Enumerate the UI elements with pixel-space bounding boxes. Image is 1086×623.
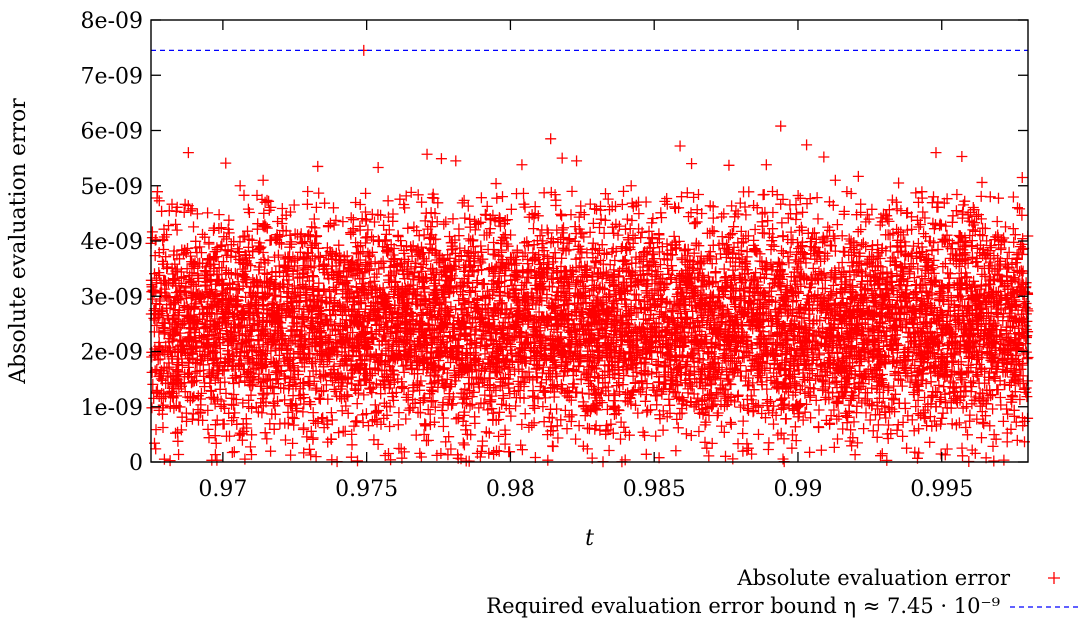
x-tick-label: 0.995 <box>910 477 973 502</box>
x-tick-label: 0.98 <box>486 477 535 502</box>
y-tick-label: 6e-09 <box>81 120 143 145</box>
error-point <box>956 150 968 162</box>
plot-area <box>145 44 1034 468</box>
error-point <box>674 140 686 152</box>
x-tick-label: 0.985 <box>623 477 686 502</box>
error-point <box>257 174 269 186</box>
error-point <box>421 148 433 160</box>
error-point <box>1016 171 1028 183</box>
error-point <box>571 155 583 167</box>
error-point <box>516 159 528 171</box>
error-point <box>545 133 557 145</box>
error-point <box>686 158 698 170</box>
x-axis-label: t <box>585 526 594 551</box>
legend: Absolute evaluation error Required evalua… <box>486 566 1082 618</box>
error-point <box>801 139 813 151</box>
error-point <box>893 177 905 189</box>
y-tick-label: 4e-09 <box>81 230 143 255</box>
y-tick-label: 5e-09 <box>81 175 143 200</box>
error-point <box>220 157 232 169</box>
error-point <box>556 152 568 164</box>
error-point <box>234 180 246 192</box>
legend-label-error: Absolute evaluation error <box>736 566 1011 590</box>
error-point <box>182 147 194 159</box>
error-point <box>775 120 787 132</box>
error-point <box>852 170 864 182</box>
error-point <box>930 147 942 159</box>
error-point <box>312 160 324 172</box>
y-tick-label: 8e-09 <box>81 9 143 34</box>
legend-marker-error <box>1048 572 1060 584</box>
x-tick-label: 0.975 <box>335 477 398 502</box>
y-tick-label: 2e-09 <box>81 341 143 366</box>
error-point <box>760 159 772 171</box>
y-axis-label: Absolute evaluation error <box>6 98 31 385</box>
x-tick-label: 0.99 <box>773 477 822 502</box>
axis-ticks: 0 1e-09 2e-09 3e-09 4e-09 5e-09 6e-09 7e-09 8e-0… <box>81 9 1028 502</box>
error-point <box>829 174 841 186</box>
error-point <box>723 159 735 171</box>
error-point <box>372 162 384 174</box>
error-point <box>976 176 988 188</box>
error-points-cloud <box>145 185 1034 468</box>
legend-label-bound: Required evaluation error bound η ≈ 7.45… <box>486 594 1000 618</box>
y-tick-label: 3e-09 <box>81 285 143 310</box>
error-point <box>450 155 462 167</box>
x-tick-label: 0.97 <box>198 477 247 502</box>
error-point <box>435 153 447 165</box>
error-point <box>490 178 502 190</box>
y-tick-label: 0 <box>129 451 143 476</box>
error-point <box>818 151 830 163</box>
y-tick-label: 7e-09 <box>81 64 143 89</box>
error-point <box>625 180 637 192</box>
y-tick-label: 1e-09 <box>81 396 143 421</box>
